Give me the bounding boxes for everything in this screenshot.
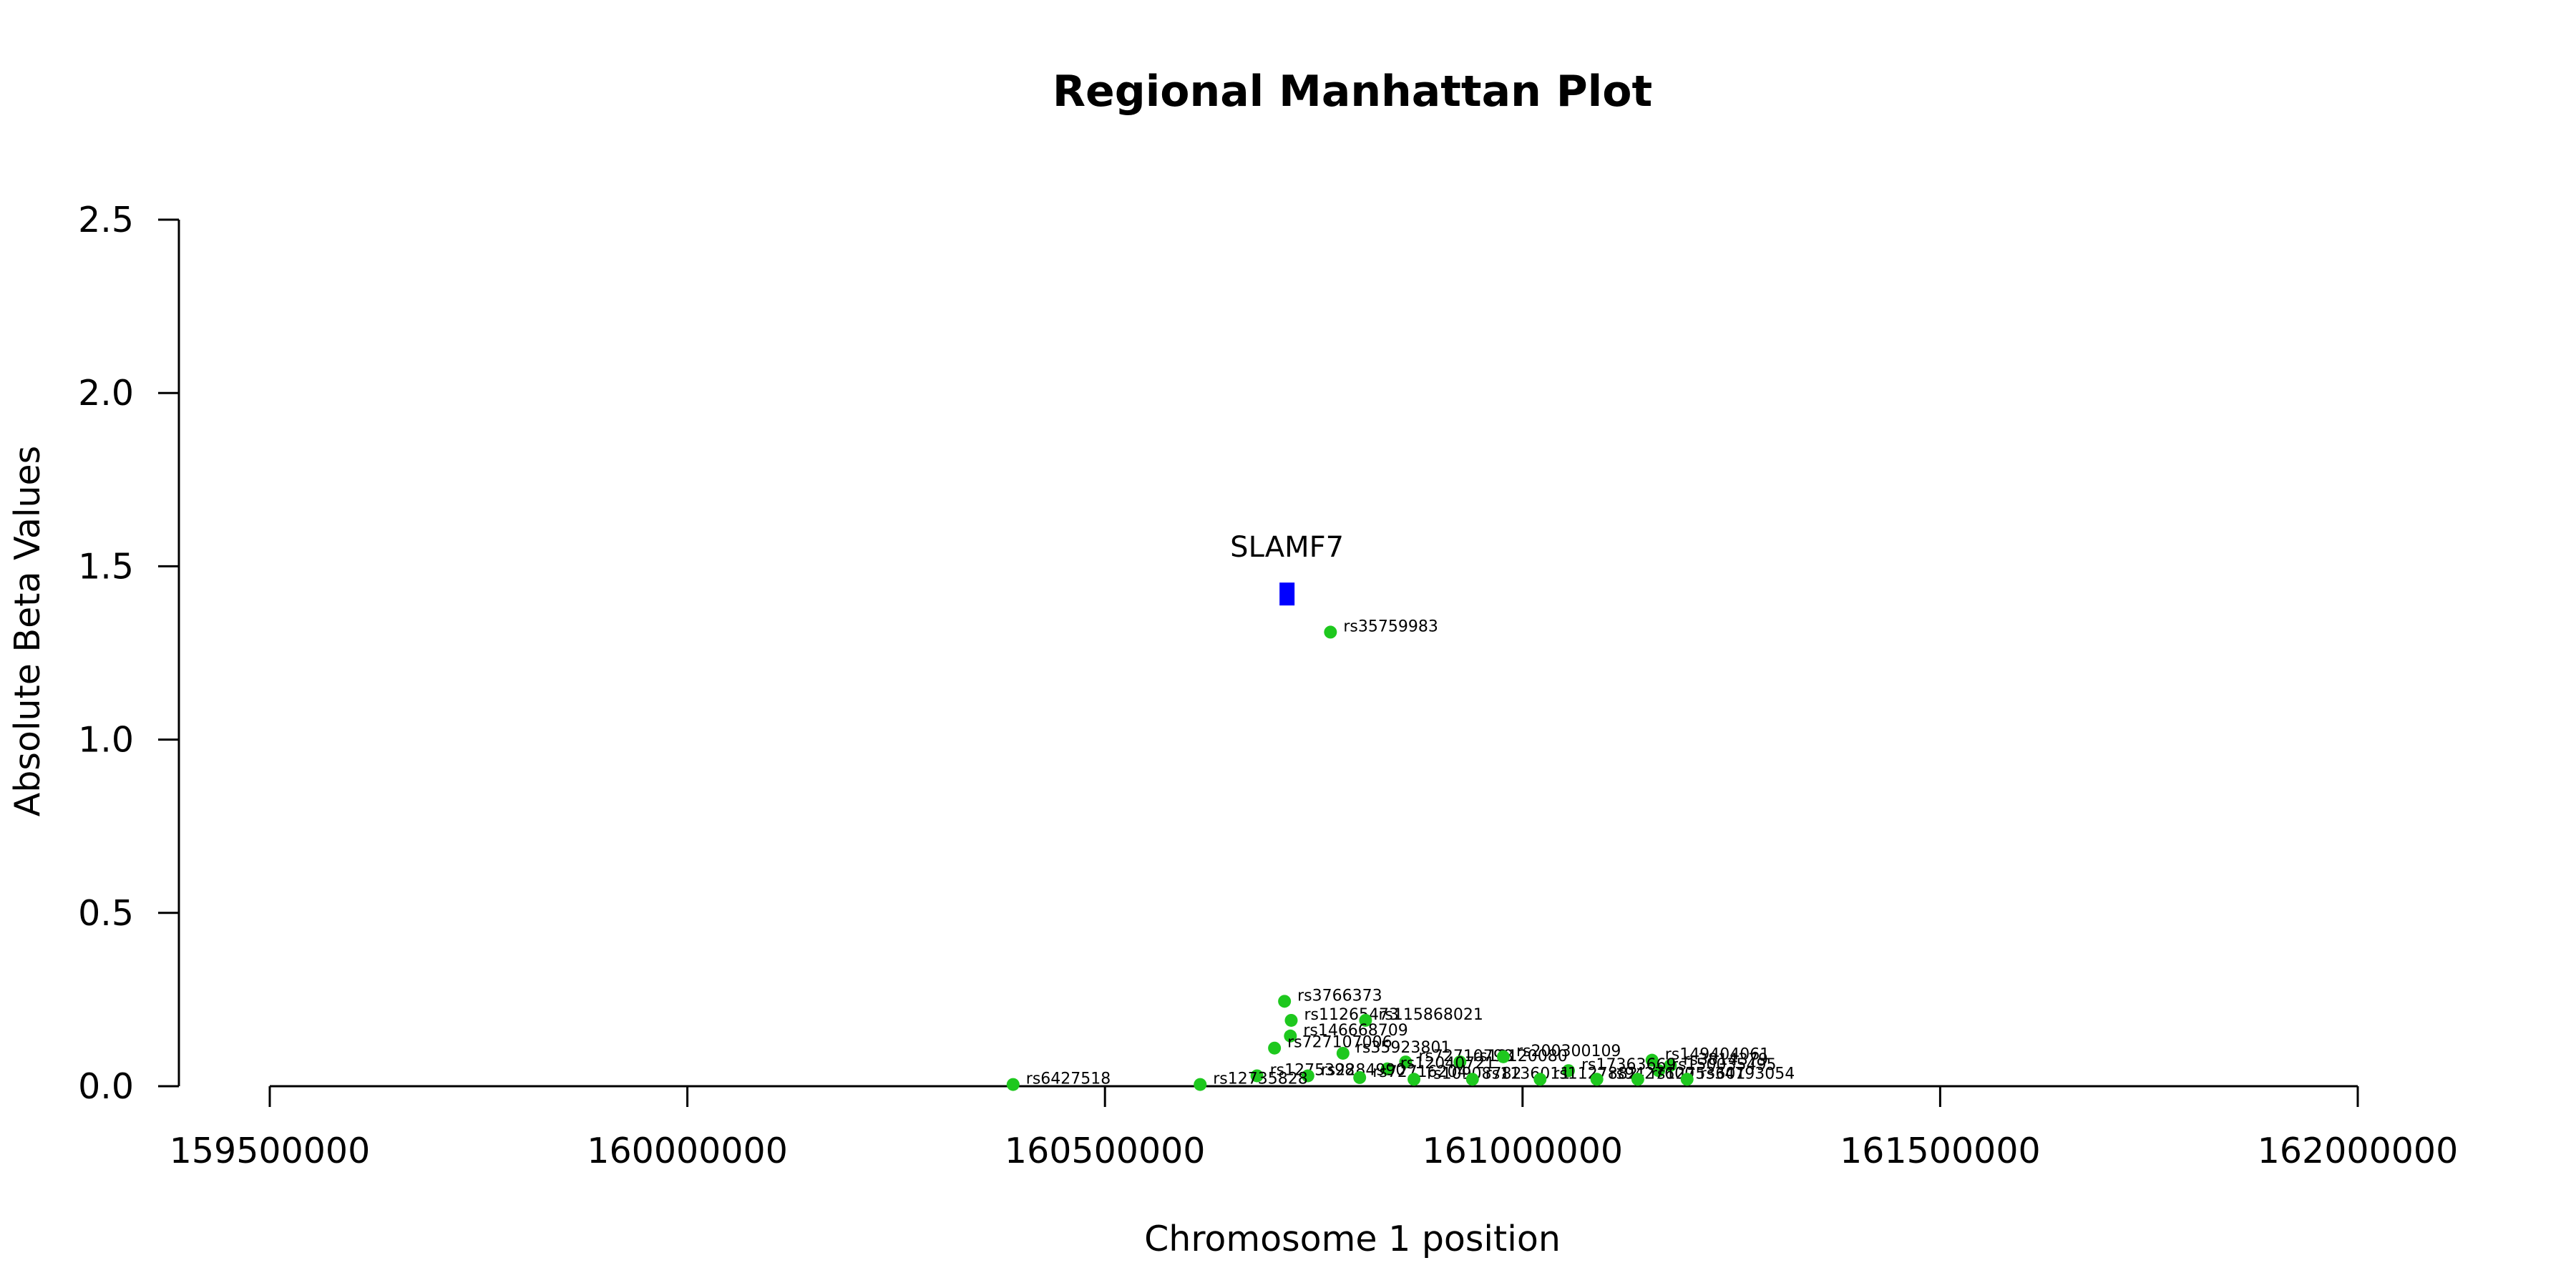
snp-label: rs150035495 <box>1672 1056 1776 1074</box>
snp-point <box>1324 625 1337 639</box>
y-tick-label: 2.5 <box>78 200 134 240</box>
snp-label: rs12040721 <box>1400 1055 1495 1073</box>
x-tick-label: 159500000 <box>170 1131 371 1171</box>
y-axis-label: Absolute Beta Values <box>7 446 48 816</box>
snp-label: rs11265473 <box>1304 1006 1398 1024</box>
snp-point <box>1631 1073 1644 1086</box>
snp-point <box>1006 1078 1020 1091</box>
snp-point <box>1645 1053 1659 1067</box>
snp-label: rs12120080 <box>1473 1048 1567 1065</box>
snp-label: rs17363669 <box>1581 1056 1676 1074</box>
x-tick-label: 161500000 <box>1840 1131 2041 1171</box>
snp-label: rs3814379 <box>1683 1051 1768 1069</box>
y-tick-label: 0.0 <box>78 1066 134 1107</box>
snp-label: rs34793054 <box>1700 1065 1795 1083</box>
y-tick-label: 0.5 <box>78 893 134 934</box>
snp-point <box>1533 1073 1547 1086</box>
snp-label: rs12735828 <box>1213 1070 1307 1088</box>
snp-point <box>1664 1058 1677 1072</box>
y-axis: 0.0 0.5 1.0 1.5 2.0 2.5 <box>78 200 180 1107</box>
snp-point <box>1561 1064 1575 1078</box>
x-tick-label: 162000000 <box>2258 1131 2459 1171</box>
snp-label: rs200300109 <box>1516 1043 1621 1060</box>
x-tick-label: 161000000 <box>1423 1131 1624 1171</box>
x-axis: 159500000 160000000 160500000 161000000 1615… <box>170 1085 2459 1171</box>
gene-label: SLAMF7 <box>1230 531 1344 564</box>
snp-point <box>1194 1078 1207 1091</box>
snp-layer: rs35759983 rs3766373rs11265473rs115868021… <box>1006 618 1795 1091</box>
snp-label: rs1136011 <box>1485 1065 1571 1083</box>
x-tick-label: 160000000 <box>587 1131 788 1171</box>
snp-point <box>1359 1013 1372 1027</box>
y-tick-label: 2.0 <box>78 373 134 414</box>
snp-label: rs146668709 <box>1303 1022 1407 1040</box>
x-tick-label: 160500000 <box>1005 1131 1206 1171</box>
snp-point <box>1652 1064 1666 1078</box>
snp-label: rs35759983 <box>1343 618 1438 635</box>
snp-label: rs115868021 <box>1378 1006 1483 1024</box>
x-axis-label: Chromosome 1 position <box>1144 1219 1561 1259</box>
snp-label: rs149404061 <box>1665 1046 1770 1064</box>
snp-point <box>1353 1070 1367 1084</box>
snp-point <box>1278 995 1292 1008</box>
gene-layer: SLAMF7 <box>1230 531 1344 606</box>
snp-point <box>1284 1013 1298 1027</box>
snp-point <box>1284 1029 1297 1043</box>
snp-point <box>1453 1055 1467 1069</box>
snp-point <box>1680 1073 1694 1086</box>
snp-point <box>1301 1069 1314 1083</box>
snp-label: rs3766373 <box>1297 987 1382 1005</box>
snp-point <box>1465 1073 1479 1086</box>
snp-label: rs12753601 <box>1651 1065 1745 1083</box>
snp-label: rs35923801 <box>1356 1039 1450 1057</box>
snp-label: rs6427518 <box>1026 1070 1111 1088</box>
snp-point <box>1336 1046 1350 1060</box>
snp-label: rs9427600 <box>1610 1065 1695 1083</box>
gene-block <box>1279 582 1295 606</box>
snp-point <box>1380 1062 1394 1075</box>
snp-point <box>1399 1055 1413 1069</box>
snp-point <box>1496 1050 1510 1063</box>
snp-point <box>1268 1041 1282 1055</box>
snp-point <box>1590 1073 1604 1086</box>
chart-title: Regional Manhattan Plot <box>1053 67 1652 117</box>
y-tick-label: 1.0 <box>78 720 134 761</box>
y-tick-label: 1.5 <box>78 546 134 587</box>
snp-point <box>1407 1073 1421 1086</box>
snp-point <box>1250 1069 1264 1083</box>
